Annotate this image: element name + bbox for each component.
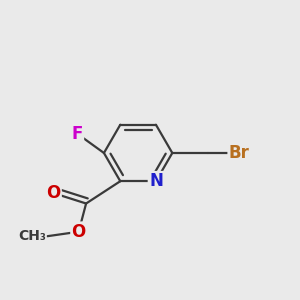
Text: CH₃: CH₃	[18, 229, 46, 243]
Text: O: O	[71, 223, 86, 241]
Text: Br: Br	[229, 144, 250, 162]
Text: O: O	[46, 184, 61, 202]
Text: N: N	[149, 172, 163, 190]
Text: F: F	[71, 125, 83, 143]
